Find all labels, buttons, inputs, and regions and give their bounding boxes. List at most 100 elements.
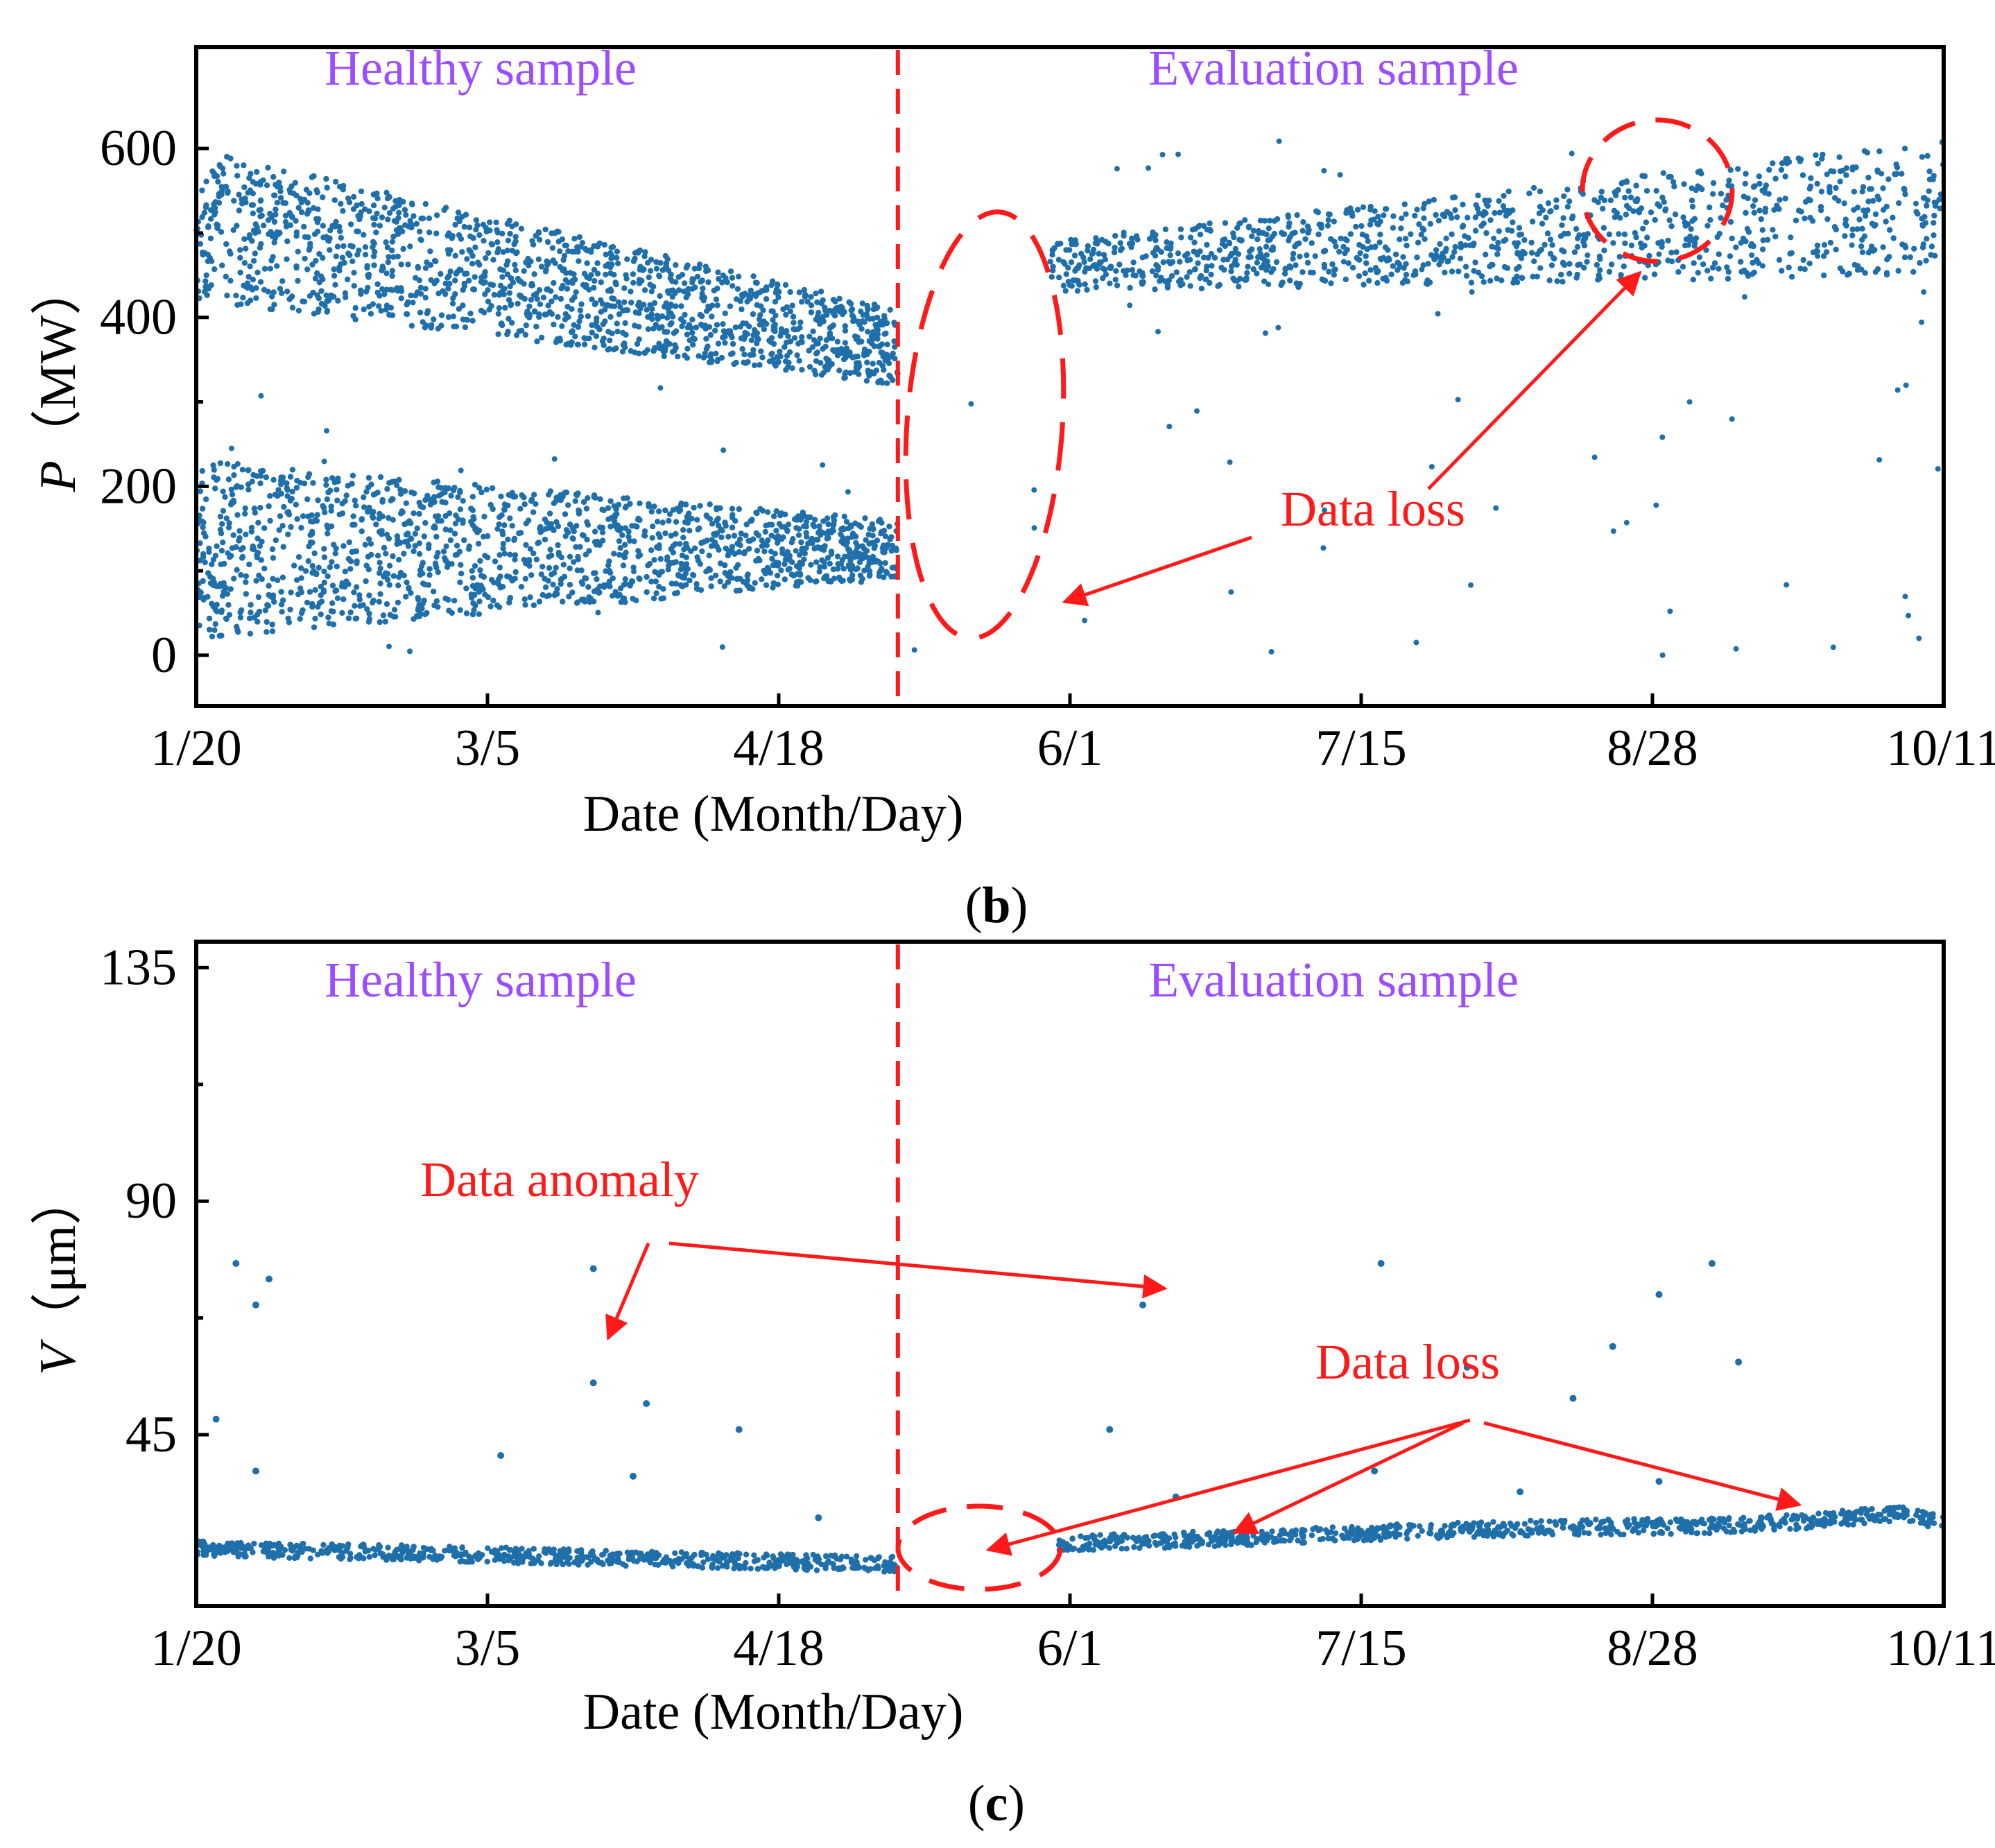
data-point — [808, 294, 814, 300]
data-point — [607, 583, 613, 589]
data-point — [362, 244, 369, 250]
data-point — [746, 323, 752, 329]
data-point — [856, 559, 863, 566]
data-point — [591, 528, 598, 535]
data-point — [214, 608, 221, 614]
data-point — [200, 594, 207, 601]
data-point — [1074, 288, 1081, 294]
data-point — [1641, 173, 1648, 180]
data-point — [445, 314, 452, 320]
data-point — [549, 552, 555, 559]
data-point — [1331, 272, 1338, 278]
data-point — [1397, 236, 1403, 243]
data-point — [345, 483, 351, 489]
data-point — [688, 325, 694, 331]
data-point — [644, 589, 650, 596]
data-point — [497, 282, 504, 288]
data-point — [729, 524, 736, 530]
data-point — [274, 200, 281, 206]
data-point — [1821, 242, 1828, 248]
data-point — [521, 268, 527, 274]
data-point — [406, 518, 413, 524]
data-point — [549, 311, 555, 317]
data-point — [476, 611, 482, 617]
data-point — [362, 542, 368, 548]
data-point — [1840, 268, 1846, 275]
data-point — [417, 567, 424, 573]
data-point — [634, 517, 641, 523]
data-point — [269, 621, 275, 628]
data-point — [372, 215, 379, 222]
data-point — [542, 584, 549, 590]
data-point — [706, 552, 712, 559]
data-point — [558, 295, 564, 302]
data-point — [659, 313, 666, 320]
data-point — [1440, 211, 1446, 218]
data-point — [1872, 211, 1879, 218]
data-point — [1250, 266, 1256, 273]
data-point — [764, 564, 771, 571]
data-point — [260, 223, 267, 229]
data-point — [706, 566, 712, 572]
data-point — [257, 473, 264, 479]
data-point — [784, 304, 791, 311]
data-point — [678, 1549, 685, 1555]
data-point — [328, 608, 334, 614]
data-point — [573, 289, 579, 295]
data-point — [1204, 264, 1210, 270]
data-point — [1472, 259, 1478, 266]
data-point — [1598, 189, 1605, 195]
data-point — [506, 297, 512, 303]
data-point — [469, 522, 476, 528]
data-point — [692, 284, 698, 291]
data-point — [482, 591, 488, 598]
data-point — [1090, 246, 1097, 252]
data-point — [1910, 268, 1917, 275]
data-point — [686, 528, 693, 534]
data-point — [694, 517, 700, 523]
data-point — [238, 484, 244, 490]
data-point — [373, 521, 379, 528]
data-point — [1718, 215, 1724, 221]
data-point — [870, 539, 876, 546]
data-point — [245, 285, 251, 291]
data-point — [1665, 237, 1671, 244]
data-point — [201, 209, 208, 216]
data-point — [866, 560, 873, 567]
data-point — [1089, 251, 1096, 257]
data-point — [1356, 273, 1363, 279]
data-point — [241, 184, 248, 191]
caption-letter-b: b — [982, 877, 1010, 934]
data-point — [1782, 1519, 1788, 1526]
data-point — [389, 273, 395, 279]
data-point — [1435, 311, 1441, 317]
data-point — [1591, 197, 1598, 203]
data-point — [591, 266, 598, 273]
data-point — [1850, 1521, 1856, 1528]
data-point — [352, 316, 359, 322]
data-point — [619, 348, 626, 355]
data-point — [748, 337, 755, 343]
data-point — [731, 533, 738, 539]
data-point — [357, 603, 363, 609]
data-point — [495, 580, 502, 587]
data-point — [498, 493, 504, 500]
data-point — [1573, 225, 1580, 232]
data-point — [651, 557, 657, 563]
x-tick-label: 7/15 — [1315, 720, 1407, 777]
data-point — [387, 612, 393, 618]
data-point — [373, 191, 379, 198]
data-point — [761, 549, 768, 555]
data-point — [715, 269, 721, 275]
data-point — [421, 533, 427, 539]
data-point — [813, 350, 820, 357]
data-point — [252, 250, 258, 257]
data-point — [845, 562, 852, 569]
data-point — [1849, 226, 1856, 232]
data-point — [641, 528, 648, 535]
data-point — [1315, 231, 1322, 238]
data-point — [316, 564, 322, 571]
data-point — [1113, 268, 1119, 274]
data-point — [673, 530, 679, 537]
data-point — [267, 306, 273, 313]
